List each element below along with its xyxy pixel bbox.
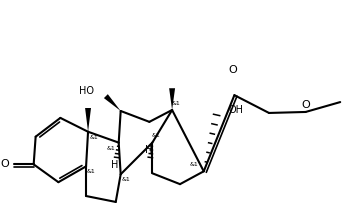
Text: OH: OH bbox=[228, 105, 243, 115]
Text: &1: &1 bbox=[189, 162, 198, 167]
Text: &1: &1 bbox=[121, 177, 130, 182]
Text: O: O bbox=[301, 100, 310, 110]
Polygon shape bbox=[169, 88, 175, 110]
Text: O: O bbox=[228, 65, 237, 75]
Text: &1: &1 bbox=[106, 146, 115, 151]
Text: H: H bbox=[145, 145, 152, 155]
Text: &1: &1 bbox=[87, 169, 95, 174]
Text: &1: &1 bbox=[172, 100, 180, 106]
Text: O: O bbox=[0, 159, 9, 169]
Text: HO: HO bbox=[79, 86, 94, 96]
Text: &1: &1 bbox=[152, 133, 161, 138]
Text: &1: &1 bbox=[90, 135, 98, 140]
Polygon shape bbox=[85, 108, 91, 132]
Text: H: H bbox=[111, 160, 118, 170]
Polygon shape bbox=[104, 94, 121, 111]
